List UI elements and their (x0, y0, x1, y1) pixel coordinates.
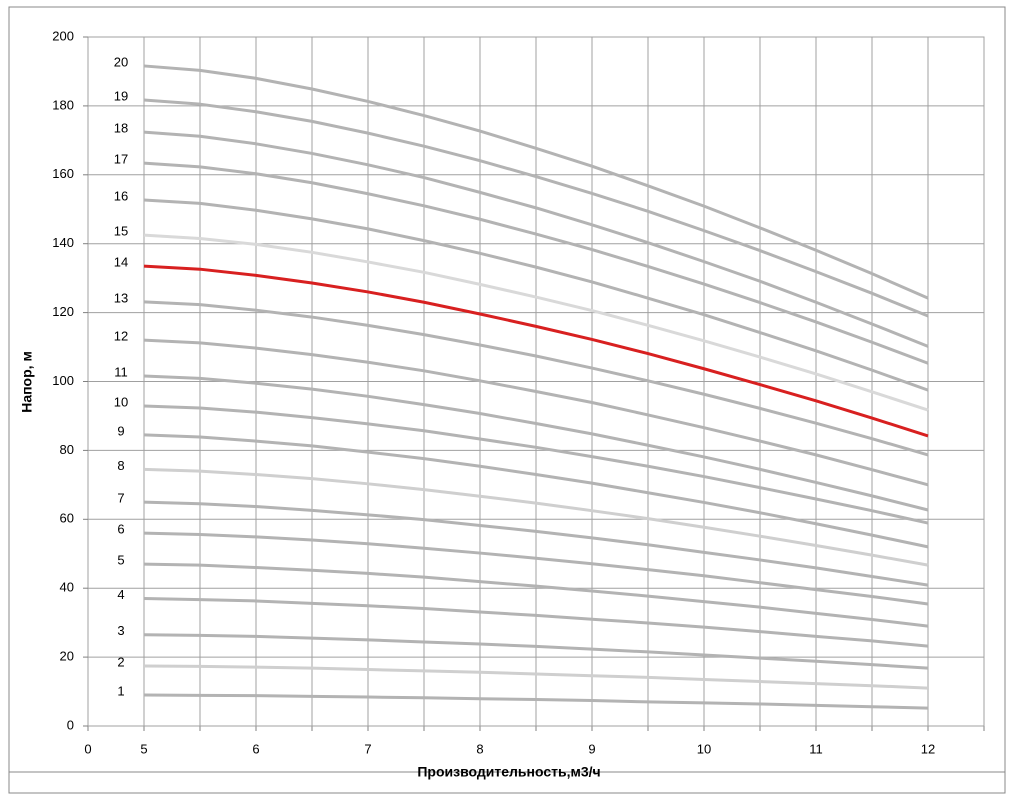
series-label: 10 (114, 394, 128, 409)
y-tick-label: 200 (52, 28, 74, 43)
series-line (143, 633, 929, 670)
x-tick-label: 9 (588, 741, 595, 756)
x-tick-label: 0 (84, 741, 91, 756)
series-line (143, 500, 929, 587)
lines (143, 64, 929, 710)
series-line (143, 98, 929, 318)
series-label: 13 (114, 290, 128, 305)
y-tick-label: 140 (52, 235, 74, 250)
x-tick-label: 6 (252, 741, 259, 756)
series-label: 17 (114, 152, 128, 167)
series-label: 15 (114, 224, 128, 239)
series-line (143, 64, 929, 300)
footer-border (8, 771, 1006, 794)
series-label: 14 (114, 255, 128, 270)
y-tick-label: 60 (60, 511, 74, 526)
x-tick-label: 10 (697, 741, 711, 756)
series-label: 3 (117, 623, 124, 638)
series-label: 8 (117, 458, 124, 473)
series-line (143, 433, 929, 549)
series-line (143, 374, 929, 512)
series-line (143, 338, 929, 487)
series-line (143, 664, 929, 690)
grid (83, 36, 985, 731)
series-line (143, 264, 929, 438)
x-tick-label: 5 (140, 741, 147, 756)
series-line (143, 404, 929, 525)
series-line (143, 693, 929, 710)
series-label: 5 (117, 553, 124, 568)
x-tick-label: 12 (921, 741, 935, 756)
y-tick-label: 120 (52, 304, 74, 319)
series-label: 4 (117, 587, 124, 602)
series-label: 6 (117, 522, 124, 537)
y-tick-label: 180 (52, 97, 74, 112)
series-label: 18 (114, 121, 128, 136)
series-line (143, 198, 929, 392)
x-axis-title: Производительность,м3/ч (417, 764, 600, 780)
series-label: 12 (114, 329, 128, 344)
series-label: 16 (114, 188, 128, 203)
y-tick-label: 80 (60, 442, 74, 457)
series-line (143, 467, 929, 567)
y-tick-label: 160 (52, 166, 74, 181)
series-label: 11 (114, 364, 128, 379)
series-line (143, 161, 929, 365)
y-tick-label: 20 (60, 649, 74, 664)
series-label: 20 (114, 54, 128, 69)
series-label: 7 (117, 491, 124, 506)
y-axis-title: Напор, м (19, 351, 35, 413)
series-line (143, 531, 929, 606)
y-tick-label: 100 (52, 373, 74, 388)
series-label: 2 (117, 654, 124, 669)
series-line (143, 597, 929, 648)
series-line (143, 130, 929, 348)
series-line (143, 562, 929, 628)
series-line (143, 233, 929, 412)
series-label: 19 (114, 88, 128, 103)
x-tick-label: 11 (809, 741, 823, 756)
series-label: 9 (117, 423, 124, 438)
y-tick-label: 40 (60, 580, 74, 595)
series-line (143, 300, 929, 457)
x-tick-label: 8 (476, 741, 483, 756)
y-tick-label: 0 (67, 717, 74, 732)
x-tick-label: 7 (364, 741, 371, 756)
series-label: 1 (117, 683, 124, 698)
